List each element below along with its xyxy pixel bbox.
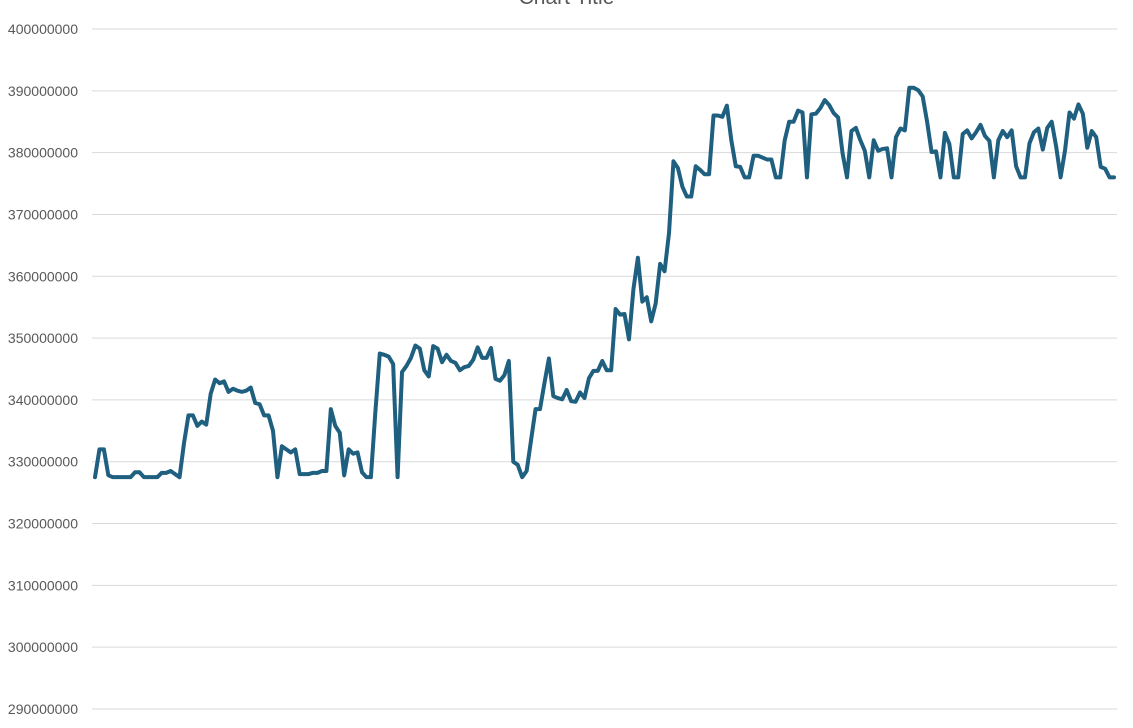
y-tick-label: 390000000	[8, 83, 78, 99]
y-tick-label: 330000000	[8, 454, 78, 470]
y-tick-label: 320000000	[8, 516, 78, 532]
y-tick-label: 380000000	[8, 145, 78, 161]
y-tick-label: 290000000	[8, 701, 78, 717]
grid-lines	[92, 28, 1117, 710]
y-tick-label: 310000000	[8, 577, 78, 593]
y-tick-label: 400000000	[8, 21, 78, 37]
y-tick-label: 340000000	[8, 392, 78, 408]
chart-title: Chart Title	[0, 0, 1133, 10]
y-axis-tick-labels: 290000000 300000000 310000000 320000000 3300…	[8, 21, 78, 717]
series-layer	[93, 85, 1116, 480]
series-line	[93, 85, 1116, 480]
y-tick-label: 350000000	[8, 330, 78, 346]
y-tick-label: 370000000	[8, 206, 78, 222]
y-tick-label: 360000000	[8, 268, 78, 284]
y-tick-label: 300000000	[8, 639, 78, 655]
